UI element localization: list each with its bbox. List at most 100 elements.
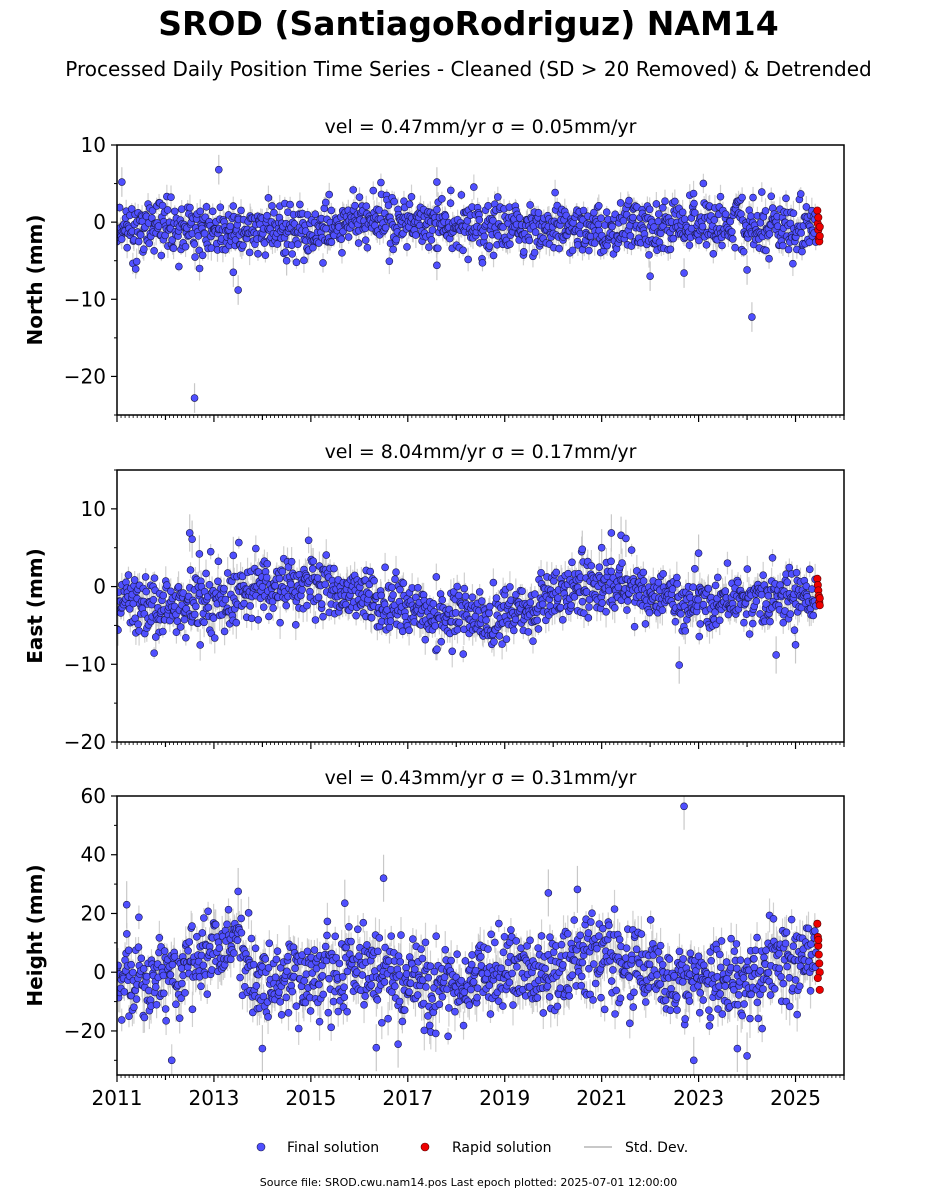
final-point bbox=[646, 272, 654, 280]
final-point bbox=[564, 569, 573, 578]
final-point bbox=[767, 192, 776, 201]
final-point bbox=[214, 577, 222, 586]
final-point bbox=[568, 558, 576, 567]
final-point bbox=[421, 635, 430, 644]
final-point bbox=[584, 614, 593, 622]
final-point bbox=[659, 204, 667, 212]
final-point bbox=[317, 600, 326, 608]
final-point bbox=[142, 587, 150, 596]
final-point bbox=[622, 534, 630, 543]
final-point bbox=[680, 215, 689, 223]
final-point bbox=[656, 229, 665, 238]
final-point bbox=[367, 613, 376, 622]
final-point bbox=[639, 577, 648, 585]
final-point bbox=[499, 223, 507, 231]
final-point bbox=[518, 587, 526, 595]
final-point bbox=[459, 246, 467, 255]
final-point bbox=[414, 583, 422, 592]
final-point bbox=[756, 219, 765, 227]
final-point bbox=[361, 236, 370, 244]
final-point bbox=[554, 594, 562, 602]
y-axis-label: North (mm) bbox=[23, 214, 47, 345]
final-point bbox=[388, 583, 396, 592]
final-point bbox=[695, 632, 704, 641]
final-point bbox=[174, 583, 183, 591]
final-point bbox=[191, 253, 199, 261]
final-point bbox=[298, 586, 306, 594]
final-point bbox=[437, 637, 446, 646]
final-point bbox=[229, 202, 238, 210]
final-point bbox=[597, 214, 605, 223]
final-point bbox=[200, 229, 209, 238]
final-point bbox=[689, 583, 697, 592]
final-point bbox=[370, 576, 378, 585]
final-solution-points bbox=[117, 165, 820, 402]
final-point bbox=[460, 584, 469, 593]
final-point bbox=[526, 201, 534, 209]
final-point bbox=[743, 266, 751, 274]
final-point bbox=[173, 617, 182, 626]
final-point bbox=[363, 243, 372, 252]
final-point bbox=[438, 596, 447, 604]
final-point bbox=[671, 617, 680, 626]
final-point bbox=[167, 193, 175, 202]
final-point bbox=[668, 585, 677, 593]
final-point bbox=[403, 243, 411, 251]
final-point bbox=[157, 251, 166, 260]
final-point bbox=[568, 246, 577, 255]
final-point bbox=[792, 568, 801, 577]
final-point bbox=[168, 236, 176, 244]
final-point bbox=[531, 228, 540, 237]
final-point bbox=[209, 614, 218, 623]
final-point bbox=[534, 209, 543, 217]
final-point bbox=[666, 245, 675, 254]
final-point bbox=[276, 618, 284, 627]
final-point bbox=[748, 313, 756, 321]
final-point bbox=[567, 601, 575, 610]
final-point bbox=[747, 212, 755, 220]
final-point bbox=[455, 618, 464, 627]
final-point bbox=[377, 178, 385, 187]
final-point bbox=[338, 249, 346, 257]
final-point bbox=[671, 197, 679, 206]
final-point bbox=[485, 242, 494, 250]
final-point bbox=[765, 230, 774, 238]
final-point bbox=[309, 243, 317, 252]
final-point bbox=[695, 236, 703, 245]
final-point bbox=[629, 213, 637, 222]
final-point bbox=[537, 568, 545, 577]
final-point bbox=[654, 210, 663, 218]
final-point bbox=[186, 566, 195, 574]
final-point bbox=[308, 565, 317, 573]
final-point bbox=[459, 650, 468, 658]
final-point bbox=[652, 200, 661, 208]
final-point bbox=[510, 626, 518, 635]
final-point bbox=[531, 590, 539, 598]
final-point bbox=[498, 640, 506, 648]
final-point bbox=[321, 580, 330, 589]
final-point bbox=[796, 190, 805, 198]
final-point bbox=[117, 203, 124, 212]
final-point bbox=[556, 603, 565, 612]
final-point bbox=[782, 194, 790, 203]
y-tick-label: −10 bbox=[64, 287, 106, 311]
final-point bbox=[398, 627, 407, 636]
final-point bbox=[579, 206, 588, 215]
final-point bbox=[681, 627, 690, 635]
final-point bbox=[685, 241, 694, 249]
final-point bbox=[166, 587, 175, 596]
final-point bbox=[127, 205, 136, 213]
final-point bbox=[275, 574, 284, 583]
final-point bbox=[446, 186, 455, 195]
panel-east: vel = 8.04mm/yr σ = 0.17mm/yr East (mm) 10… bbox=[23, 441, 845, 754]
final-point bbox=[797, 229, 805, 237]
final-point bbox=[587, 561, 596, 570]
final-point bbox=[254, 249, 262, 258]
final-point bbox=[716, 192, 725, 201]
chart-title: SROD (SantiagoRodriguz) NAM14 bbox=[158, 4, 779, 43]
final-point bbox=[220, 627, 229, 636]
final-point bbox=[798, 247, 806, 256]
final-point bbox=[159, 591, 168, 600]
final-point bbox=[598, 599, 606, 607]
